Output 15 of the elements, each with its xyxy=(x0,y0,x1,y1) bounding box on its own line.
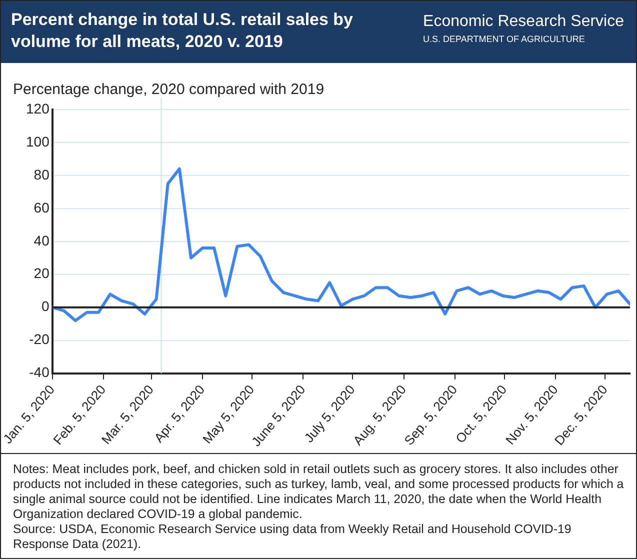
text: Notes: Meat includes pork, beef, and chicken sold in retail outlets such as grocery stores. It also includes other products not included in these categories, such as turkey, lamb, veal, and some processed products for which a single animal source could not be identified. Line indicates March 11, 2020, the date when the World Health Organization declared COVID-19 a global pandemic. xyxy=(13,462,625,522)
text: Economic Research Service xyxy=(423,13,624,31)
y-tick-label: 80 xyxy=(34,166,50,182)
y-tick-label: 120 xyxy=(26,100,50,116)
y-tick-label: 20 xyxy=(34,265,50,282)
y-tick-label: 40 xyxy=(34,232,50,248)
source-note: Source: USDA, Economic Research Service using data from Weekly Retail and Household COVID-19 Response Data (2021). xyxy=(13,522,572,552)
chart-title: Percent change in total U.S. retail sales by volume for all meats, 2020 v. 2019 xyxy=(11,9,354,53)
y-tick-label: 60 xyxy=(34,199,50,216)
y-tick-label: -40 xyxy=(29,364,50,380)
y-tick-label: -20 xyxy=(29,331,50,348)
y-axis-title: Percentage change, 2020 compared with 2019 xyxy=(13,81,326,98)
text: U.S. DEPARTMENT OF AGRICULTURE xyxy=(423,34,586,44)
y-tick-label: 100 xyxy=(26,133,50,150)
y-tick-label: 0 xyxy=(42,298,50,314)
